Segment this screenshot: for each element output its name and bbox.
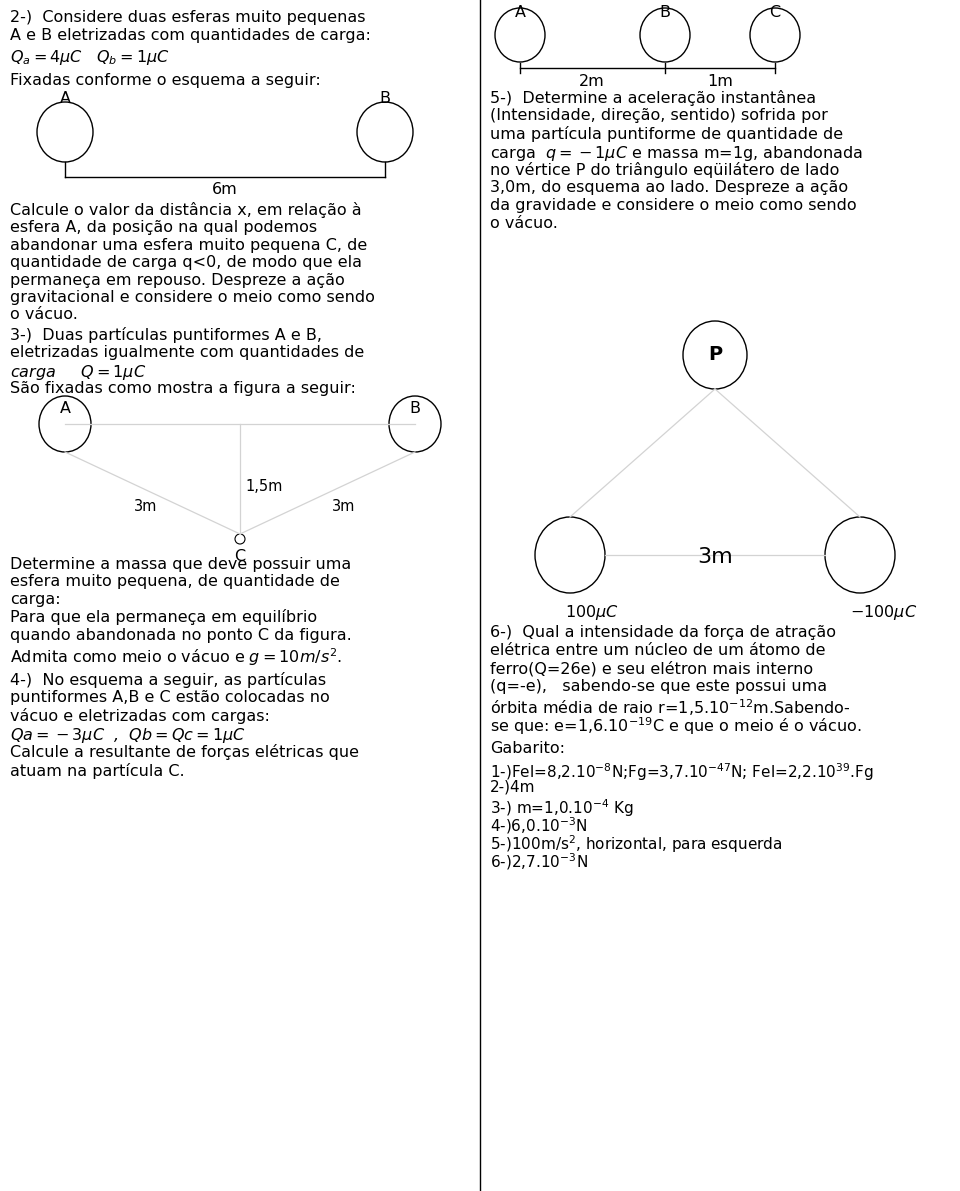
Text: Determine a massa que deve possuir uma
esfera muito pequena, de quantidade de
ca: Determine a massa que deve possuir uma e… <box>10 557 351 668</box>
Text: puntiformes A,B e C estão colocadas no: puntiformes A,B e C estão colocadas no <box>10 690 329 705</box>
Text: 3m: 3m <box>332 499 355 515</box>
Text: 1,5m: 1,5m <box>245 479 282 494</box>
Text: eletrizadas igualmente com quantidades de: eletrizadas igualmente com quantidades d… <box>10 345 364 360</box>
Text: B: B <box>410 401 420 416</box>
Text: $Qa = -3\mu C$  ,  $Qb = Qc = 1\mu C$: $Qa = -3\mu C$ , $Qb = Qc = 1\mu C$ <box>10 727 246 746</box>
Text: São fixadas como mostra a figura a seguir:: São fixadas como mostra a figura a segui… <box>10 381 356 395</box>
Text: A: A <box>515 5 525 20</box>
Text: A e B eletrizadas com quantidades de carga:: A e B eletrizadas com quantidades de car… <box>10 29 371 43</box>
Text: A: A <box>60 91 70 106</box>
Text: 4-)  No esquema a seguir, as partículas: 4-) No esquema a seguir, as partículas <box>10 672 326 688</box>
Text: $-100\mu C$: $-100\mu C$ <box>850 603 917 622</box>
Text: 3m: 3m <box>697 547 732 567</box>
Text: 3m: 3m <box>134 499 157 515</box>
Text: 6m: 6m <box>212 182 238 197</box>
Text: uma partícula puntiforme de quantidade de: uma partícula puntiforme de quantidade d… <box>490 126 843 142</box>
Text: 3-) m=1,0.10$^{-4}$ Kg: 3-) m=1,0.10$^{-4}$ Kg <box>490 797 634 818</box>
Text: 4-)6,0.10$^{-3}$N: 4-)6,0.10$^{-3}$N <box>490 815 588 836</box>
Text: A: A <box>60 401 70 416</box>
Text: (Intensidade, direção, sentido) sofrida por: (Intensidade, direção, sentido) sofrida … <box>490 108 828 123</box>
Text: carga  $q = -1\mu C$ e massa m=1g, abandonada: carga $q = -1\mu C$ e massa m=1g, abando… <box>490 144 863 163</box>
Text: 2-)4m: 2-)4m <box>490 779 536 794</box>
Text: Fixadas conforme o esquema a seguir:: Fixadas conforme o esquema a seguir: <box>10 73 321 88</box>
Text: da gravidade e considere o meio como sendo: da gravidade e considere o meio como sen… <box>490 198 856 213</box>
Text: 6-)2,7.10$^{-3}$N: 6-)2,7.10$^{-3}$N <box>490 852 588 872</box>
Text: 5-)100m/s$^2$, horizontal, para esquerda: 5-)100m/s$^2$, horizontal, para esquerda <box>490 833 782 855</box>
Text: (q=-e),   sabendo-se que este possui uma: (q=-e), sabendo-se que este possui uma <box>490 679 828 694</box>
Text: 3,0m, do esquema ao lado. Despreze a ação: 3,0m, do esquema ao lado. Despreze a açã… <box>490 180 848 195</box>
Text: C: C <box>234 549 246 565</box>
Text: ferro(Q=26e) e seu elétron mais interno: ferro(Q=26e) e seu elétron mais interno <box>490 661 813 676</box>
Text: 5-)  Determine a aceleração instantânea: 5-) Determine a aceleração instantânea <box>490 91 816 106</box>
Text: órbita média de raio r=1,5.10$^{-12}$m.Sabendo-: órbita média de raio r=1,5.10$^{-12}$m.S… <box>490 697 851 718</box>
Text: Calcule a resultante de forças elétricas que
atuam na partícula C.: Calcule a resultante de forças elétricas… <box>10 744 359 779</box>
Text: C: C <box>769 5 780 20</box>
Text: Gabarito:: Gabarito: <box>490 741 565 756</box>
Text: vácuo e eletrizadas com cargas:: vácuo e eletrizadas com cargas: <box>10 707 270 724</box>
Text: $100\mu C$: $100\mu C$ <box>565 603 619 622</box>
Text: B: B <box>379 91 391 106</box>
Text: 2-)  Considere duas esferas muito pequenas: 2-) Considere duas esferas muito pequena… <box>10 10 366 25</box>
Text: se que: e=1,6.10$^{-19}$C e que o meio é o vácuo.: se que: e=1,6.10$^{-19}$C e que o meio é… <box>490 715 861 737</box>
Text: no vértice P do triângulo eqüilátero de lado: no vértice P do triângulo eqüilátero de … <box>490 162 839 177</box>
Text: B: B <box>660 5 670 20</box>
Text: 3-)  Duas partículas puntiformes A e B,: 3-) Duas partículas puntiformes A e B, <box>10 328 322 343</box>
Text: o vácuo.: o vácuo. <box>490 216 558 231</box>
Text: 6-)  Qual a intensidade da força de atração: 6-) Qual a intensidade da força de atraç… <box>490 625 836 640</box>
Text: 1-)Fel=8,2.10$^{-8}$N;Fg=3,7.10$^{-47}$N; Fel=2,2.10$^{39}$.Fg: 1-)Fel=8,2.10$^{-8}$N;Fg=3,7.10$^{-47}$N… <box>490 761 874 782</box>
Text: 2m: 2m <box>579 74 605 89</box>
Text: carga     $Q = 1\mu C$: carga $Q = 1\mu C$ <box>10 363 146 382</box>
Text: $Q_a = 4\mu C$   $Q_b = 1\mu C$: $Q_a = 4\mu C$ $Q_b = 1\mu C$ <box>10 48 170 67</box>
Text: Calcule o valor da distância x, em relação à
esfera A, da posição na qual podemo: Calcule o valor da distância x, em relaç… <box>10 202 374 323</box>
Text: P: P <box>708 345 722 364</box>
Text: elétrica entre um núcleo de um átomo de: elétrica entre um núcleo de um átomo de <box>490 643 826 657</box>
Text: 1m: 1m <box>708 74 732 89</box>
